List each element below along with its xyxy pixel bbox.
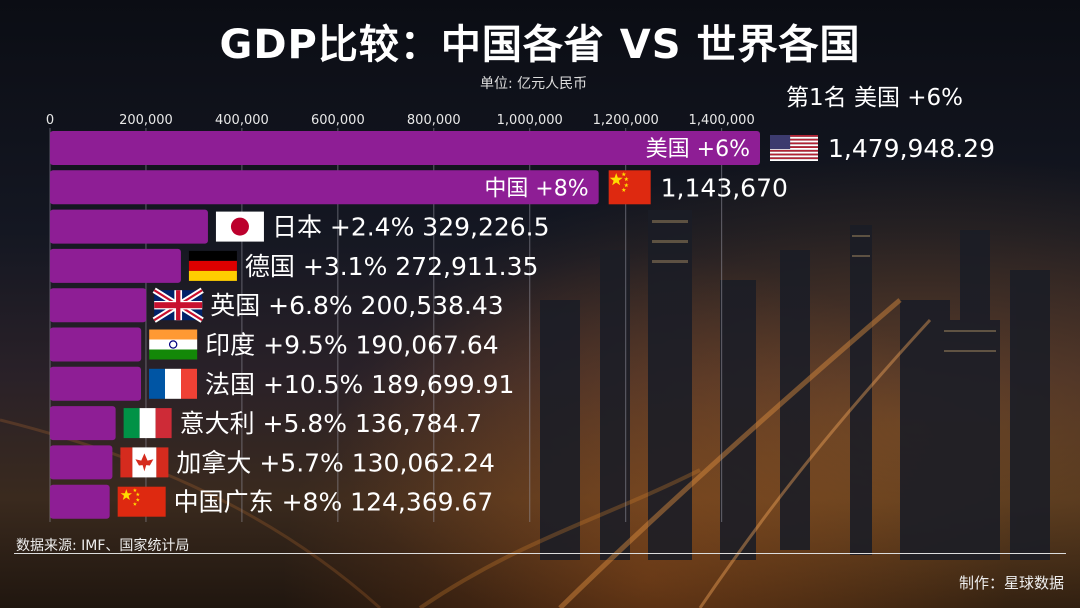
bar-2 xyxy=(50,170,599,205)
bar-5 xyxy=(50,288,147,323)
leader-label: 第1名 美国 +6% xyxy=(786,85,964,111)
bar-label: 英国 +6.8% 200,538.43 xyxy=(210,291,504,320)
flag-part xyxy=(156,447,169,478)
flag-part xyxy=(230,217,249,236)
flag-part xyxy=(168,340,178,349)
canada-flag xyxy=(120,447,169,478)
flag-star xyxy=(624,182,629,188)
flag-part xyxy=(770,148,818,150)
flag-part xyxy=(149,349,198,360)
flag-star xyxy=(135,497,140,502)
flag-part xyxy=(770,135,818,137)
flag-part xyxy=(181,368,198,399)
flag-part xyxy=(770,155,818,158)
bar-4 xyxy=(50,248,181,283)
bar-label: 法国 +10.5% 189,699.91 xyxy=(205,370,514,399)
bar-10 xyxy=(50,484,110,519)
bar-label: 日本 +2.4% 329,226.5 xyxy=(272,213,550,242)
x-tick-label: 600,000 xyxy=(311,113,365,128)
flag-part xyxy=(188,260,237,271)
bar-9 xyxy=(50,445,113,480)
x-tick-label: 1,200,000 xyxy=(593,113,659,128)
bar-8 xyxy=(50,406,116,441)
flag-part xyxy=(770,140,818,143)
bar-label: 印度 +9.5% 190,067.64 xyxy=(205,331,499,360)
flag-part xyxy=(117,486,166,517)
credit-label: 制作：星球数据 xyxy=(958,574,1064,592)
flag-star xyxy=(135,492,140,497)
flag-part xyxy=(770,138,818,141)
usa-flag xyxy=(770,135,818,161)
bar-label: 中国广东 +8% 124,369.67 xyxy=(174,488,494,517)
x-tick-label: 800,000 xyxy=(407,113,461,128)
flag-star xyxy=(621,187,627,192)
value-label: 1,479,948.29 xyxy=(828,134,995,163)
flag-part xyxy=(123,408,140,439)
flag-part xyxy=(770,157,818,160)
x-tick-label: 1,400,000 xyxy=(689,113,755,128)
france-flag xyxy=(149,368,198,399)
bar-7 xyxy=(50,366,142,401)
value-label: 1,143,670 xyxy=(661,173,788,202)
flag-part xyxy=(770,153,818,156)
flag-star xyxy=(132,502,137,506)
germany-flag xyxy=(188,250,237,281)
flag-part xyxy=(770,149,818,152)
flag-part xyxy=(770,142,818,145)
maple-leaf xyxy=(135,453,154,472)
flag-part xyxy=(155,408,172,439)
bar-label: 德国 +3.1% 272,911.35 xyxy=(245,252,539,281)
bar-6 xyxy=(50,327,142,362)
flag-part xyxy=(165,368,182,399)
bar-label: 加拿大 +5.7% 130,062.24 xyxy=(176,448,495,477)
china-flag xyxy=(117,486,166,517)
bar-label: 意大利 +5.8% 136,784.7 xyxy=(180,409,483,438)
flag-star xyxy=(120,489,132,500)
flag-star xyxy=(132,488,137,492)
flag-part xyxy=(149,329,198,340)
bar-label: 中国 +8% xyxy=(484,176,588,201)
x-tick-label: 1,000,000 xyxy=(497,113,563,128)
flag-part xyxy=(120,447,133,478)
flag-part xyxy=(770,135,791,150)
unit-label: 单位: 亿元人民币 xyxy=(480,76,588,92)
uk-flag xyxy=(152,287,204,323)
footer-divider xyxy=(14,553,1066,554)
x-tick-label: 400,000 xyxy=(215,113,269,128)
flag-part xyxy=(149,368,166,399)
bar-1 xyxy=(50,131,760,165)
flag-part xyxy=(608,170,651,205)
flag-part xyxy=(154,302,203,309)
flag-star xyxy=(621,172,627,177)
flag-star xyxy=(609,173,623,186)
flag-part xyxy=(188,250,237,261)
bar-label: 美国 +6% xyxy=(646,137,750,162)
flag-part xyxy=(770,136,818,139)
x-tick-label: 0 xyxy=(46,113,54,128)
bar-3 xyxy=(50,209,208,244)
flag-part xyxy=(149,339,198,350)
flag-part xyxy=(770,146,818,148)
flag-part xyxy=(188,270,237,281)
flag-part xyxy=(770,144,818,147)
flag-star xyxy=(624,176,629,182)
x-tick-label: 200,000 xyxy=(119,113,173,128)
flag-part xyxy=(770,151,818,154)
italy-flag xyxy=(123,408,172,439)
page-title: GDP比较：中国各省 VS 世界各国 xyxy=(219,22,861,68)
flag-part xyxy=(770,159,818,161)
japan-flag xyxy=(215,211,264,242)
india-flag xyxy=(149,329,198,360)
flag-part xyxy=(139,408,156,439)
data-source-note: 数据来源: IMF、国家统计局 xyxy=(16,538,190,554)
china-flag xyxy=(608,170,651,205)
